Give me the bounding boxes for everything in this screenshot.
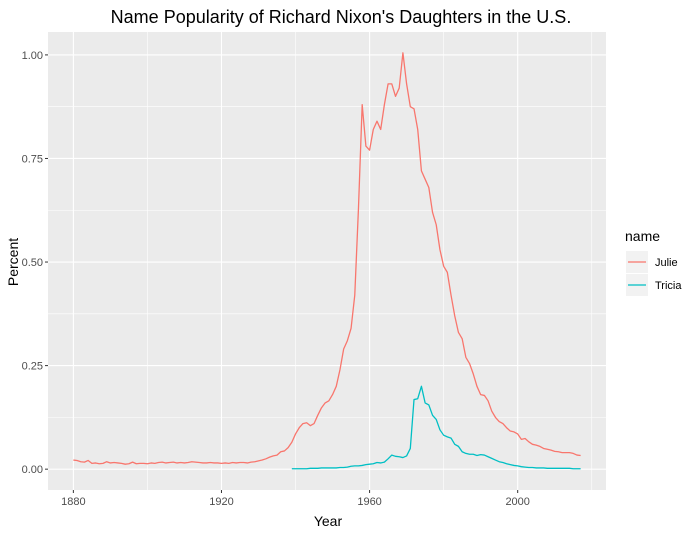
- x-tick-label: 2000: [505, 496, 529, 508]
- legend-items: Julie Tricia: [626, 251, 682, 296]
- grid-major: [48, 32, 606, 490]
- x-tick-label: 1960: [357, 496, 381, 508]
- legend-title: name: [625, 228, 660, 244]
- series-line-tricia: [291, 385, 581, 470]
- grid-minor: [48, 32, 606, 490]
- y-tick-label: 0.75: [22, 153, 43, 165]
- x-tick-label: 1880: [61, 496, 85, 508]
- y-tick-label: 0.25: [22, 361, 43, 373]
- chart-title: Name Popularity of Richard Nixon's Daugh…: [111, 7, 572, 27]
- x-tick-label: 1920: [209, 496, 233, 508]
- y-tick-label: 0.50: [22, 257, 43, 269]
- y-tick-label: 1.00: [22, 50, 43, 62]
- x-axis-title: Year: [314, 513, 343, 529]
- plot-panel: [48, 32, 606, 490]
- y-axis-title: Percent: [5, 238, 21, 286]
- axis-ticks: 1880 1920 1960 2000 0.00 0.25 0.50 0.75 1.00: [22, 50, 530, 508]
- legend: name Julie Tricia: [625, 228, 682, 296]
- legend-label: Tricia: [655, 280, 682, 292]
- legend-label: Julie: [655, 257, 678, 269]
- y-tick-label: 0.00: [22, 464, 43, 476]
- series-line-julie: [73, 52, 581, 465]
- series-lines: [73, 52, 581, 470]
